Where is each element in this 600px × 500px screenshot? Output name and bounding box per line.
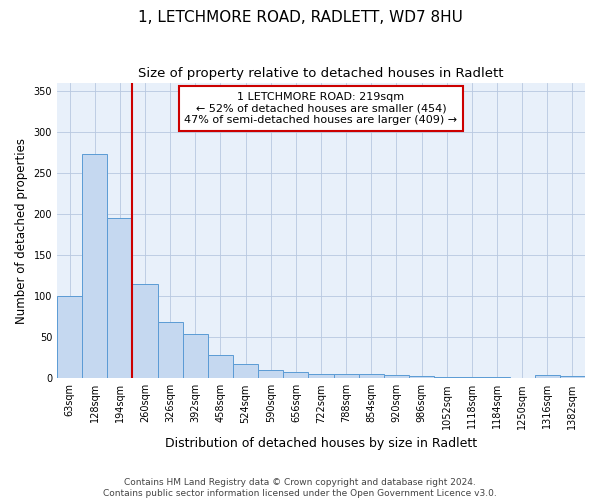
Bar (233, 364, 258, 378)
Bar (57, 296, 82, 378)
Bar (107, 218, 133, 378)
Y-axis label: Number of detached properties: Number of detached properties (15, 138, 28, 324)
Bar (258, 370, 283, 378)
Bar (158, 322, 183, 378)
X-axis label: Distribution of detached houses by size in Radlett: Distribution of detached houses by size … (165, 437, 477, 450)
Bar (359, 374, 384, 378)
Bar (183, 334, 208, 378)
Bar (334, 374, 359, 378)
Bar (409, 376, 434, 378)
Bar (82, 154, 107, 378)
Bar (535, 375, 560, 378)
Bar (308, 374, 334, 378)
Bar (133, 284, 158, 378)
Bar (459, 376, 484, 378)
Bar (560, 376, 585, 378)
Title: Size of property relative to detached houses in Radlett: Size of property relative to detached ho… (138, 68, 504, 80)
Bar (208, 354, 233, 378)
Bar (283, 372, 308, 378)
Text: Contains HM Land Registry data © Crown copyright and database right 2024.
Contai: Contains HM Land Registry data © Crown c… (103, 478, 497, 498)
Text: 1 LETCHMORE ROAD: 219sqm
← 52% of detached houses are smaller (454)
47% of semi-: 1 LETCHMORE ROAD: 219sqm ← 52% of detach… (184, 92, 458, 125)
Text: 1, LETCHMORE ROAD, RADLETT, WD7 8HU: 1, LETCHMORE ROAD, RADLETT, WD7 8HU (137, 10, 463, 25)
Bar (384, 375, 409, 378)
